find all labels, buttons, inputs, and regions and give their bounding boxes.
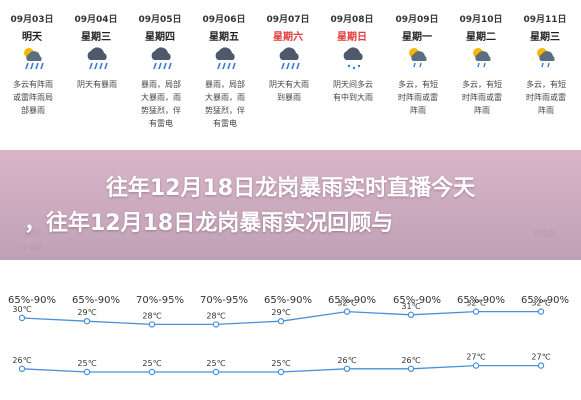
low-temp-label: 25℃ (142, 359, 161, 368)
humidity: 70%-95% (199, 295, 249, 306)
high-temp-point (18, 314, 26, 322)
day-date: 09月06日 (202, 15, 246, 25)
low-temp-label: 27℃ (531, 353, 550, 362)
heavy-rain-icon (147, 44, 175, 72)
forecast-day-6: 09月09日 星期一多云，有短时阵雨或雷阵雨 65%-90% (385, 0, 449, 400)
humidity: 65%-90% (71, 295, 121, 306)
day-date: 09月09日 (395, 15, 439, 25)
high-temp-label: 31℃ (401, 302, 420, 311)
day-weekday: 星期三 (530, 32, 560, 43)
heavy-rain-icon (83, 44, 111, 72)
high-temp-point (343, 308, 351, 315)
humidity: 65%-90% (263, 295, 313, 306)
high-temp-label: 32℃ (337, 300, 356, 308)
high-temp-point (212, 321, 220, 328)
sun-rain-icon (404, 44, 432, 72)
heavy-rain-icon (211, 44, 239, 72)
humidity: 65%-90% (456, 295, 506, 306)
forecast-day-7: 09月10日 星期二多云，有短时阵雨或雷阵雨 65%-90% (449, 0, 513, 400)
high-temp-point (407, 311, 415, 319)
low-temp-point (472, 362, 480, 369)
low-temp-label: 25℃ (271, 359, 290, 368)
day-date: 09月11日 (523, 15, 567, 25)
temperature-chart: 30℃ 29℃ 28℃ 28℃ 29℃ 32℃ 31℃ 32℃ 32℃ 26℃ 25℃ 25℃ 25℃ 2… (12, 300, 551, 376)
day-description: 暴雨，局部大暴雨，雨势猛烈，伴有雷电 (205, 80, 245, 128)
day-weekday: 星期一 (402, 32, 432, 43)
humidity: 65%-90% (327, 295, 377, 306)
low-temp-point (537, 362, 545, 369)
high-temp-label: 32℃ (466, 300, 485, 308)
day-date: 09月07日 (266, 15, 310, 25)
headline-banner (0, 150, 581, 260)
day-weekday: 星期二 (466, 32, 496, 43)
day-description: 多云，有短时阵雨或雷阵雨 (462, 80, 502, 115)
low-temp-point (83, 368, 91, 376)
headline-line-1: 往年12月18日龙岗暴雨实时直播今天 (105, 176, 476, 201)
rain-icon (339, 44, 367, 72)
low-temp-point (277, 368, 285, 376)
high-temp-label: 28℃ (206, 311, 225, 320)
forecast-day-4: 09月07日 星期六阴天有大雨到暴雨 65%-90% (256, 0, 320, 400)
high-temp-label: 29℃ (77, 308, 96, 317)
low-temp-point (18, 365, 26, 373)
humidity: 70%-95% (135, 295, 185, 306)
day-date: 09月05日 (138, 15, 182, 25)
forecast-day-3: 09月06日 星期五暴雨，局部大暴雨，雨势猛烈，伴有雷电 70%-95% (192, 0, 256, 400)
high-temp-point (537, 308, 545, 315)
high-temp-point (277, 318, 285, 325)
low-temp-label: 26℃ (401, 356, 420, 365)
low-temp-point (212, 368, 220, 376)
forecast-day-2: 09月05日 星期四暴雨，局部大暴雨，雨势猛烈，伴有雷电 70%-95% (128, 0, 192, 400)
high-temp-point (148, 321, 156, 328)
low-temp-point (343, 365, 351, 373)
low-temp-label: 25℃ (77, 359, 96, 368)
low-temp-point (407, 365, 415, 373)
day-weekday: 星期三 (81, 32, 111, 43)
high-temp-label: 28℃ (142, 311, 161, 320)
day-date: 09月10日 (459, 15, 503, 25)
day-weekday: 星期四 (145, 32, 175, 43)
day-date: 09月03日 (10, 15, 54, 25)
day-description: 暴雨，局部大暴雨，雨势猛烈，伴有雷电 (141, 80, 181, 128)
humidity: 65%-90% (392, 295, 442, 306)
day-description: 多云，有短时阵雨或雷阵雨 (398, 80, 438, 115)
day-weekday: 明天 (22, 32, 42, 43)
low-temp-label: 26℃ (12, 356, 31, 365)
day-description: 阴天间多云有中到大雨 (333, 80, 373, 102)
day-date: 09月04日 (74, 15, 118, 25)
high-temp-label: 29℃ (271, 308, 290, 317)
day-weekday: 星期五 (209, 32, 239, 43)
cloud-rain-icon (19, 44, 47, 72)
day-description: 阴天有大雨到暴雨 (269, 80, 309, 102)
low-temp-point (148, 368, 156, 376)
high-temp-label: 32℃ (531, 300, 550, 308)
day-weekday: 星期日 (337, 32, 367, 43)
high-temp-label: 30℃ (12, 305, 31, 314)
low-temp-label: 25℃ (206, 359, 225, 368)
day-description: 阴天有暴雨 (77, 80, 117, 89)
forecast-day-1: 09月04日 星期三阴天有暴雨 65%-90% (64, 0, 128, 400)
headline-line-2: ，往年12月18日龙岗暴雨实况回顾与 (24, 211, 394, 236)
heavy-rain-icon (275, 44, 303, 72)
high-temp-point (83, 318, 91, 325)
day-description: 多云，有短时阵雨或雷阵雨 (526, 80, 566, 115)
humidity: 65%-90% (520, 295, 570, 306)
humidity: 65%-90% (7, 295, 57, 306)
day-date: 09月08日 (330, 15, 374, 25)
sun-rain-icon (468, 44, 496, 72)
high-temp-point (472, 308, 480, 315)
sun-rain-icon (532, 44, 560, 72)
low-temp-label: 26℃ (337, 356, 356, 365)
day-description: 多云有阵雨或雷阵雨局部暴雨 (13, 80, 53, 115)
day-weekday: 星期六 (273, 32, 303, 43)
forecast-day-5: 09月08日 星期日阴天间多云有中到大雨 65%-90% (320, 0, 384, 400)
low-temp-label: 27℃ (466, 353, 485, 362)
